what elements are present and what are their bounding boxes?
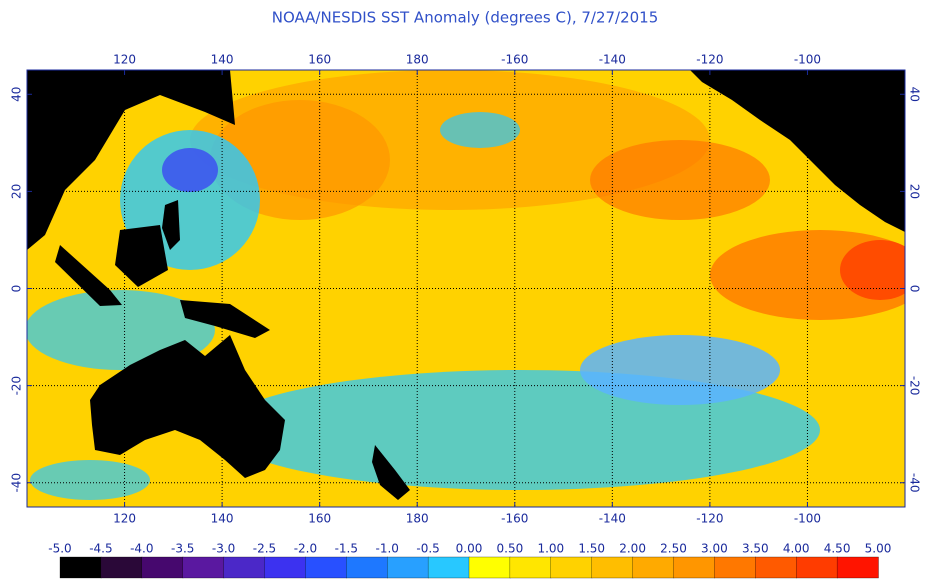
lat-tick-label: -20: [10, 376, 24, 396]
colorbar-label: -3.5: [171, 542, 194, 556]
colorbar-swatch: [305, 556, 347, 579]
cool-region: [580, 335, 780, 405]
colorbar-label: 3.50: [742, 542, 769, 556]
colorbar-swatch: [796, 556, 838, 579]
colorbar-label: -4.5: [89, 542, 112, 556]
colorbar-label: 4.50: [824, 542, 851, 556]
land-new-guinea: [180, 300, 270, 338]
colorbar-label: -3.0: [212, 542, 235, 556]
colorbar-swatch: [755, 556, 797, 579]
colorbar-swatch: [387, 556, 429, 579]
colorbar-swatch: [427, 556, 470, 579]
colorbar-swatch: [141, 556, 184, 579]
lon-tick-label: 120: [113, 53, 136, 67]
lon-tick-label: -120: [696, 53, 723, 67]
colorbar-swatch: [346, 556, 388, 579]
title: NOAA/NESDIS SST Anomaly (degrees C), 7/2…: [272, 9, 659, 27]
lon-tick-label: -140: [599, 512, 626, 526]
lat-tick-label: 0: [908, 285, 922, 293]
lon-tick-label: -140: [599, 53, 626, 67]
colorbar-label: -1.0: [375, 542, 398, 556]
colorbar-label: 0.00: [456, 542, 483, 556]
lon-tick-label: 180: [406, 512, 429, 526]
colorbar-label: 2.50: [660, 542, 687, 556]
colorbar-swatch: [264, 556, 307, 579]
colorbar-label: 0.50: [497, 542, 524, 556]
lon-tick-label: 180: [406, 53, 429, 67]
colorbar-label: 3.00: [701, 542, 728, 556]
colorbar-label: 2.00: [619, 542, 646, 556]
lat-tick-label: 20: [908, 184, 922, 199]
lat-tick-label: 0: [10, 285, 24, 293]
lat-tick-label: 20: [10, 184, 24, 199]
colorbar-label: 1.00: [537, 542, 564, 556]
land-north-america: [690, 70, 905, 232]
colorbar-swatch: [100, 556, 143, 579]
lat-tick-label: -40: [10, 473, 24, 493]
lon-tick-label: 160: [308, 512, 331, 526]
sst-field: [27, 70, 905, 507]
cool-region: [162, 148, 218, 192]
warm-region: [840, 240, 905, 300]
colorbar-swatch: [223, 556, 266, 579]
colorbar-swatch: [836, 556, 879, 579]
colorbar-swatch: [673, 556, 716, 579]
colorbar-label: -0.5: [416, 542, 439, 556]
lat-tick-label: -20: [908, 376, 922, 396]
lon-tick-label: -160: [501, 512, 528, 526]
colorbar-swatch: [714, 556, 756, 579]
colorbar-swatch: [468, 556, 511, 579]
colorbar-label: -5.0: [48, 542, 71, 556]
colorbar-swatch: [550, 556, 593, 579]
cool-region: [440, 112, 520, 148]
lon-tick-label: 140: [211, 53, 234, 67]
colorbar-label: -4.0: [130, 542, 153, 556]
lon-tick-label: -100: [794, 512, 821, 526]
colorbar-label: -1.5: [335, 542, 358, 556]
colorbar-label: -2.0: [294, 542, 317, 556]
lon-tick-label: -100: [794, 53, 821, 67]
colorbar-swatch: [182, 556, 225, 579]
lon-tick-label: -120: [696, 512, 723, 526]
colorbar-swatch: [59, 556, 102, 579]
cool-region: [30, 460, 150, 500]
lon-tick-label: -160: [501, 53, 528, 67]
colorbar-label: 5.00: [865, 542, 892, 556]
land-australia: [90, 335, 285, 478]
land-new-zealand: [372, 445, 410, 500]
land-philippines: [162, 200, 180, 250]
warm-region: [590, 140, 770, 220]
land-borneo: [115, 225, 168, 287]
colorbar-label: -2.5: [253, 542, 276, 556]
colorbar-label: 4.00: [783, 542, 810, 556]
colorbar: -5.0 -4.5 -4.0 -3.5 -3.0 -2.5 -2.0 -1.5 -1.0 -0.5…: [48, 542, 891, 579]
lat-tick-label: 40: [10, 87, 24, 102]
land: [27, 70, 905, 500]
colorbar-swatch: [591, 556, 634, 579]
colorbar-label: 1.50: [578, 542, 605, 556]
lon-tick-label: 160: [308, 53, 331, 67]
colorbar-swatch: [632, 556, 675, 579]
lon-tick-label: 120: [113, 512, 136, 526]
colorbar-swatch: [509, 556, 552, 579]
lat-tick-label: 40: [908, 87, 922, 102]
land-asia: [27, 70, 235, 250]
lat-tick-label: -40: [908, 473, 922, 493]
land-sumatra: [55, 245, 122, 306]
lon-tick-label: 140: [211, 512, 234, 526]
